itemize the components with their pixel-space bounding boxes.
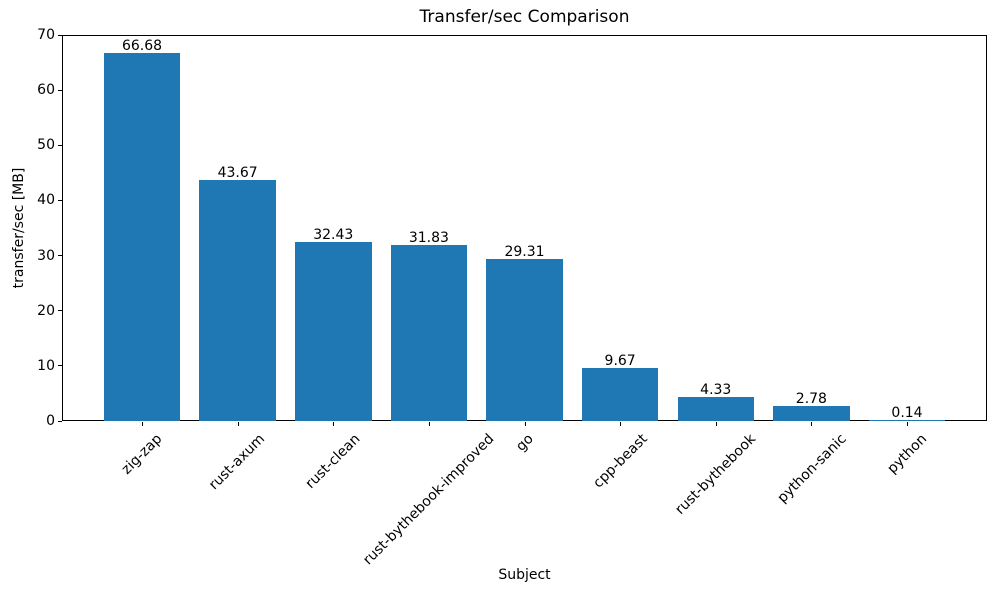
x-tick-label-python-sanic: python-sanic bbox=[773, 431, 850, 507]
x-tick-mark bbox=[811, 422, 813, 426]
x-tick-label-rust-bythebook-improved: rust-bythebook-improved bbox=[360, 431, 498, 569]
x-tick-mark bbox=[524, 422, 526, 426]
y-tick-label: 40 bbox=[37, 192, 55, 209]
bar-zig-zap bbox=[103, 53, 181, 421]
bar-rust-bythebook bbox=[677, 397, 754, 421]
bar-rust-clean bbox=[295, 242, 372, 421]
x-tick-label-go: go bbox=[512, 431, 537, 455]
y-tick-mark bbox=[58, 144, 62, 146]
bar-value-label: 4.33 bbox=[700, 382, 732, 399]
x-tick-mark bbox=[428, 422, 430, 426]
x-tick-mark bbox=[333, 422, 335, 426]
bar-rust-bythebook-improved bbox=[390, 245, 468, 421]
bar-value-label: 32.43 bbox=[313, 227, 354, 244]
x-tick-label-zig-zap: zig-zap bbox=[118, 431, 166, 478]
bar-python bbox=[868, 420, 946, 421]
x-tick-mark bbox=[142, 422, 143, 426]
bar-value-label: 0.14 bbox=[891, 405, 923, 422]
x-tick-mark bbox=[907, 422, 908, 426]
bar-value-label: 66.68 bbox=[121, 38, 163, 55]
bar-value-label: 43.67 bbox=[217, 165, 258, 182]
bar-python-sanic bbox=[773, 405, 850, 421]
x-tick-mark bbox=[237, 422, 239, 426]
y-tick-label: 0 bbox=[46, 413, 55, 429]
bar-rust-axum bbox=[199, 180, 276, 421]
bar-value-label: 9.67 bbox=[604, 352, 636, 369]
y-tick-label: 10 bbox=[37, 357, 55, 374]
y-tick-label: 70 bbox=[37, 27, 55, 43]
x-axis-label: Subject bbox=[498, 567, 551, 583]
y-tick-label: 50 bbox=[37, 137, 55, 154]
x-tick-label-rust-bythebook: rust-bythebook bbox=[672, 431, 759, 518]
y-tick-mark bbox=[58, 199, 62, 201]
x-tick-label-python: python bbox=[884, 431, 930, 477]
y-tick-mark bbox=[58, 89, 62, 91]
y-tick-mark bbox=[58, 255, 62, 257]
y-tick-label: 20 bbox=[37, 302, 55, 319]
bar-go bbox=[486, 259, 563, 421]
x-tick-mark bbox=[715, 422, 717, 426]
bar-value-label: 31.83 bbox=[408, 230, 449, 247]
y-tick-label: 60 bbox=[37, 82, 55, 99]
x-tick-label-rust-axum: rust-axum bbox=[206, 431, 269, 494]
y-tick-mark bbox=[58, 310, 62, 312]
y-tick-mark bbox=[58, 365, 62, 367]
chart-title: Transfer/sec Comparison bbox=[419, 7, 630, 27]
y-tick-label: 30 bbox=[37, 247, 55, 264]
bar-value-label: 2.78 bbox=[795, 390, 827, 407]
bar-cpp-beast bbox=[581, 367, 659, 421]
x-tick-label-rust-clean: rust-clean bbox=[302, 431, 364, 492]
x-tick-mark bbox=[620, 422, 622, 426]
x-tick-label-cpp-beast: cpp-beast bbox=[590, 431, 651, 492]
bar-value-label: 29.31 bbox=[504, 244, 545, 261]
y-tick-mark bbox=[58, 34, 62, 36]
y-tick-mark bbox=[58, 420, 62, 422]
y-axis-label: transfer/sec [MB] bbox=[11, 167, 27, 289]
